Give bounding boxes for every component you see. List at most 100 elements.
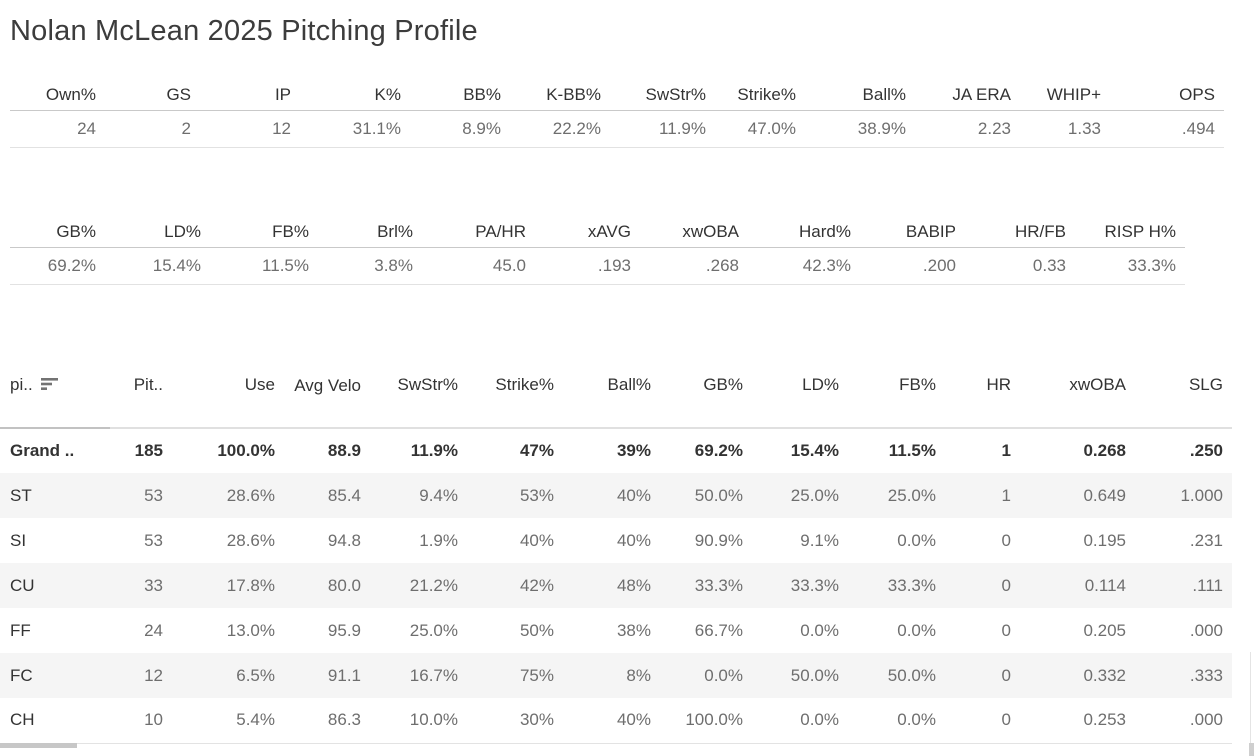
column-header-pit: Pit.. xyxy=(110,343,172,429)
stat-value-gb: 69.2% xyxy=(10,247,105,285)
cell-si-use: 28.6% xyxy=(226,530,275,550)
cell-ch-pit: 10 xyxy=(110,698,172,744)
cell-ch-hr: 0 xyxy=(945,698,1020,744)
table-row-ch: CH 10 5.4% 86.3 10.0% 30% 40% 100.0% 0.0% 0.0% 0 0.… xyxy=(0,698,1232,744)
cell-fc-ball: 8% xyxy=(626,665,651,685)
cell-fc-gb: 0.0% xyxy=(704,665,743,685)
cell-grand-gb: 69.2% xyxy=(694,441,743,460)
cell-cu-use: 17.8% xyxy=(226,575,275,595)
column-header-ja-era: JA ERA xyxy=(915,79,1020,111)
summary-table-2-value-row: 69.2% 15.4% 11.5% 3.8% 45.0.193.268 42.3% .200… xyxy=(10,247,1185,285)
cell-si-slg: .231 xyxy=(1189,530,1223,550)
stat-value-swstr: 11.9% xyxy=(610,110,715,148)
cell-ch-fb: 0.0% xyxy=(848,698,945,744)
cell-ch-slg: .000 xyxy=(1135,698,1232,744)
cell-grand-ball: 39% xyxy=(616,441,651,460)
cell-si-strike: 40% xyxy=(519,530,554,550)
row-label-cu: CU xyxy=(10,575,35,595)
cell-cu-fb: 33.3% xyxy=(887,575,936,595)
cell-si-hr: 0 xyxy=(1001,530,1011,550)
sort-descending-icon[interactable] xyxy=(40,377,59,391)
stat-value-hard: 42.3% xyxy=(748,247,860,285)
cell-cu-slg: .111 xyxy=(1192,575,1223,595)
cell-ch-ball: 40% xyxy=(563,698,660,744)
stat-value-fb: 11.5% xyxy=(210,247,318,285)
column-header-gs: GS xyxy=(105,79,200,111)
cell-grand-swstr: 11.9% xyxy=(410,441,458,460)
stat-value-k-bb: 22.2% xyxy=(510,110,610,148)
column-header-slg: SLG xyxy=(1135,343,1232,429)
cell-ff-gb: 66.7% xyxy=(694,620,743,640)
cell-cu-hr: 0 xyxy=(1001,575,1011,595)
cell-si-fb: 0.0% xyxy=(897,530,936,550)
vertical-scrollbar-track[interactable] xyxy=(1250,652,1251,756)
cell-st-avg-velo: 85.4 xyxy=(327,485,361,505)
stat-value-risp-h: 33.3% xyxy=(1075,247,1185,285)
cell-cu-ball: 48% xyxy=(616,575,651,595)
row-label-grand: Grand .. xyxy=(10,441,75,460)
cell-ff-xwoba: 0.205 xyxy=(1083,620,1126,640)
cell-fc-avg-velo: 91.1 xyxy=(327,665,361,685)
column-header-ops: OPS xyxy=(1110,79,1224,111)
column-header-gb: GB% xyxy=(660,343,752,429)
cell-ch-ld: 0.0% xyxy=(752,698,848,744)
cell-ff-slg: .000 xyxy=(1189,620,1223,640)
column-header-avg-velo: Avg Velo xyxy=(284,343,370,429)
page-title: Nolan McLean 2025 Pitching Profile xyxy=(10,15,478,47)
cell-ff-swstr: 25.0% xyxy=(409,620,458,640)
table-row-si: SI 53 28.6% 94.8 1.9% 40% 40% 90.9% 9.1% 0.0% 0 0.1… xyxy=(0,518,1232,563)
cell-fc-swstr: 16.7% xyxy=(409,665,458,685)
stat-value-whip: 1.33 xyxy=(1020,110,1110,148)
cell-si-swstr: 1.9% xyxy=(419,530,458,550)
pitch-type-header-label: pi.. xyxy=(10,375,33,394)
column-header-risp-h: RISP H% xyxy=(1075,216,1185,248)
cell-st-fb: 25.0% xyxy=(887,485,936,505)
column-header-ip: IP xyxy=(200,79,300,111)
row-label-ff: FF xyxy=(10,620,31,640)
column-header-pitch-type[interactable]: pi.. xyxy=(0,343,110,429)
cell-ch-gb: 100.0% xyxy=(660,698,752,744)
summary-table-1-value-row: 24 2 12 31.1% 8.9% 22.2% 11.9% 47.0% 38.9% 2.23 1.… xyxy=(10,110,1224,148)
column-header-strike: Strike% xyxy=(715,79,805,111)
cell-grand-strike: 47% xyxy=(519,441,554,460)
stat-value-xwoba: .268 xyxy=(640,247,748,285)
row-label-ch: CH xyxy=(0,698,110,744)
cell-fc-use: 6.5% xyxy=(236,665,275,685)
column-header-swstr: SwStr% xyxy=(370,343,467,429)
pitch-type-table-body: Grand .. 185 100.0% 88.9 11.9% 47% 39% 69.2% 15.… xyxy=(0,428,1232,744)
cell-fc-hr: 0 xyxy=(1001,665,1011,685)
cell-ff-fb: 0.0% xyxy=(897,620,936,640)
column-header-hr: HR xyxy=(945,343,1020,429)
stat-value-ld: 15.4% xyxy=(105,247,210,285)
cell-ch-strike: 30% xyxy=(467,698,563,744)
horizontal-scrollbar-thumb[interactable] xyxy=(0,743,77,748)
stat-value-hr-fb: 0.33 xyxy=(965,247,1075,285)
cell-si-avg-velo: 94.8 xyxy=(327,530,361,550)
column-header-fb: FB% xyxy=(848,343,945,429)
cell-cu-xwoba: 0.114 xyxy=(1084,575,1126,595)
cell-grand-ld: 15.4% xyxy=(790,441,839,460)
cell-st-slg: 1.000 xyxy=(1180,485,1223,505)
column-header-whip: WHIP+ xyxy=(1020,79,1110,111)
column-header-ball: Ball% xyxy=(805,79,915,111)
column-header-strike: Strike% xyxy=(467,343,563,429)
vertical-scrollbar-thumb[interactable] xyxy=(1249,743,1254,756)
cell-grand-slg: .250 xyxy=(1189,441,1223,460)
row-label-st: ST xyxy=(10,485,32,505)
cell-st-hr: 1 xyxy=(1001,485,1011,505)
stat-value-ops: .494 xyxy=(1110,110,1224,148)
cell-ff-avg-velo: 95.9 xyxy=(327,620,361,640)
column-header-use: Use xyxy=(172,343,284,429)
cell-grand-fb: 11.5% xyxy=(888,441,936,460)
cell-grand-use: 100.0% xyxy=(217,441,275,460)
stat-value-ball: 38.9% xyxy=(805,110,915,148)
cell-st-swstr: 9.4% xyxy=(419,485,458,505)
cell-ff-pit: 24 xyxy=(144,620,163,640)
column-header-ld: LD% xyxy=(752,343,848,429)
cell-st-gb: 50.0% xyxy=(694,485,743,505)
cell-st-ball: 40% xyxy=(616,485,651,505)
cell-grand-pit: 185 xyxy=(134,441,163,460)
cell-si-ball: 40% xyxy=(616,530,651,550)
column-header-ball: Ball% xyxy=(563,343,660,429)
column-header-hard: Hard% xyxy=(748,216,860,248)
